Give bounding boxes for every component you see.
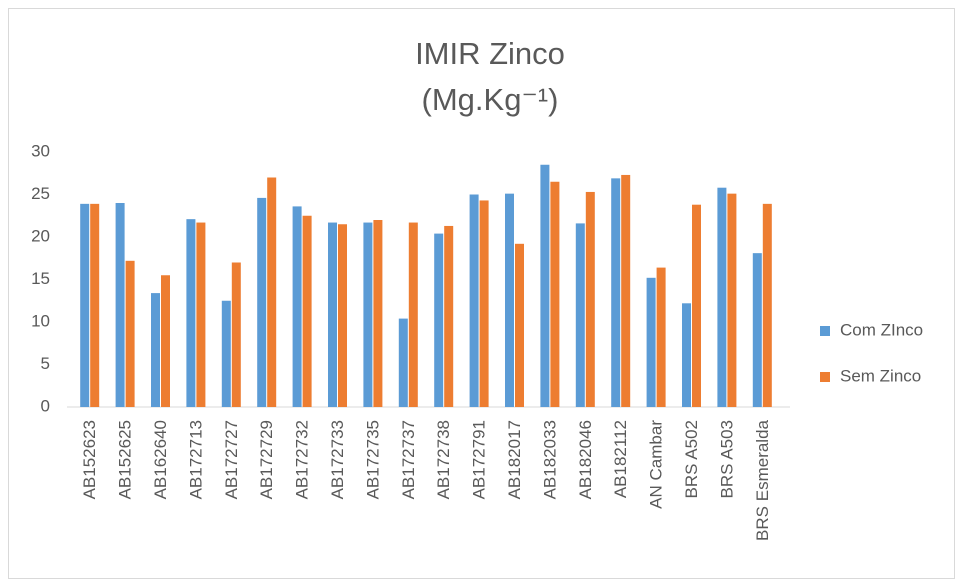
x-tick-label: AB182017 [505,420,524,499]
x-tick-label: BRS A503 [717,420,736,498]
bar [186,219,196,407]
x-tick-label: BRS Esmeralda [753,419,772,540]
bar [80,203,90,407]
y-tick-label: 5 [41,354,50,373]
bar [257,197,267,407]
bar [575,223,585,407]
bar [682,303,691,407]
x-tick-label: AB172737 [399,420,418,499]
bar [656,267,666,407]
bar [611,178,621,407]
bar [363,222,373,407]
bar [550,181,560,407]
bar [717,187,727,407]
bar [444,225,454,407]
bar [267,177,277,407]
bar [469,194,479,407]
bar [328,222,337,407]
x-tick-label: AB162640 [151,420,170,499]
x-tick-label: AB172713 [186,420,205,499]
y-tick-label: 15 [31,269,50,288]
chart-subtitle: (Mg.Kg⁻¹) [422,82,559,117]
x-tick-label: AB152625 [116,420,135,499]
legend-label: Sem Zinco [840,366,921,385]
bar [115,203,125,407]
bar [585,191,595,407]
bar [408,222,418,407]
y-tick-label: 10 [31,311,50,330]
bar [90,203,100,407]
x-tick-label: AB172733 [328,420,347,499]
x-tick-label: AB182033 [540,420,559,499]
bar [398,318,408,407]
x-tick-label: AB172791 [470,420,489,499]
x-tick-label: AB182112 [611,420,630,498]
y-tick-label: 0 [41,396,50,415]
bar [292,206,302,407]
chart-title: IMIR Zinco [415,36,565,71]
bar [515,243,524,407]
bar [231,262,241,407]
bar [302,215,312,407]
bar [338,224,347,407]
x-tick-label: AB182046 [576,420,595,499]
y-tick-label: 20 [31,226,50,245]
bar [540,164,550,407]
x-tick-label: AB172727 [222,420,241,499]
x-tick-label: AB172738 [434,420,453,499]
x-tick-label: AB172732 [293,420,312,499]
bar [762,203,772,407]
bar [373,220,383,407]
x-tick-label: BRS A502 [682,420,701,498]
y-tick-label: 25 [31,184,50,203]
bar [727,193,737,407]
bar [196,222,206,407]
legend-swatch [820,372,830,382]
bar [221,300,231,407]
bar [692,204,701,407]
y-tick-label: 30 [31,141,50,160]
bar [151,293,160,407]
x-tick-label: AN Cambar [647,420,666,509]
x-tick-label: AB172735 [363,420,382,499]
legend-swatch [820,326,830,336]
bar [621,174,631,407]
bar [752,253,762,407]
bar [646,277,656,407]
bar [125,260,135,407]
x-tick-label: AB172729 [257,420,276,499]
bar [161,275,170,407]
legend-label: Com ZInco [840,320,923,339]
x-tick-label: AB152623 [80,420,99,499]
bar [479,200,489,407]
bar [434,233,444,407]
bar [505,193,514,407]
